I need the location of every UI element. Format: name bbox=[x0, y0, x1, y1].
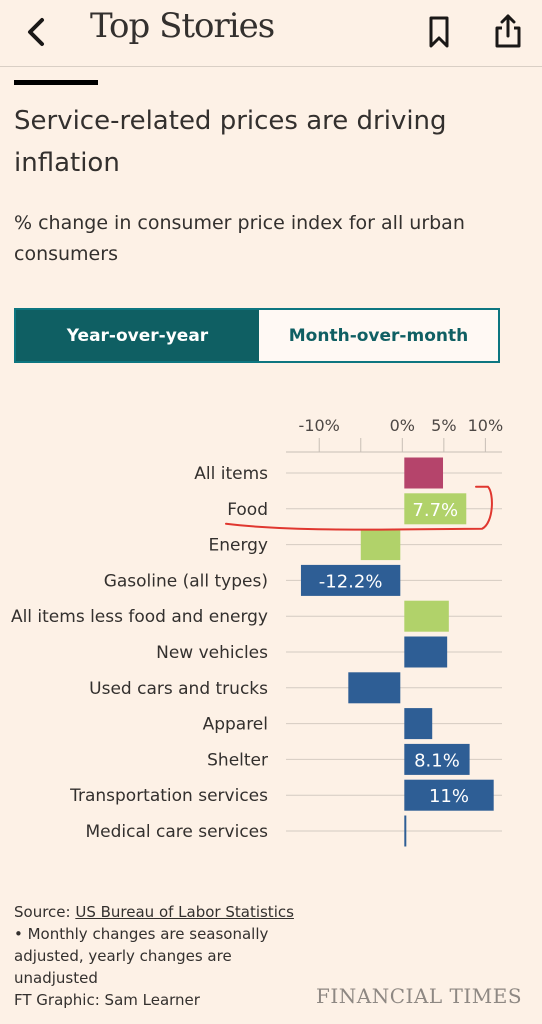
footer: Source: US Bureau of Labor Statistics • … bbox=[14, 901, 314, 1011]
bookmark-icon bbox=[429, 16, 449, 48]
category-label: All items bbox=[194, 464, 268, 484]
bar bbox=[404, 708, 433, 740]
x-tick-label: 10% bbox=[468, 416, 504, 435]
x-tick-label: -10% bbox=[299, 416, 340, 435]
app-title: Top Stories bbox=[90, 6, 275, 46]
bar bbox=[404, 743, 470, 775]
category-label: Food bbox=[227, 500, 268, 520]
category-label: New vehicles bbox=[156, 643, 268, 663]
bar bbox=[404, 815, 407, 847]
data-label: 7.7% bbox=[412, 500, 458, 521]
red-annotation bbox=[225, 485, 493, 531]
period-toggle: Year-over-year Month-over-month bbox=[14, 308, 500, 363]
source-line: Source: US Bureau of Labor Statistics bbox=[14, 901, 314, 923]
data-label: 8.1% bbox=[414, 750, 460, 771]
bar bbox=[404, 779, 494, 811]
bar bbox=[404, 600, 449, 632]
graphic-credit: FT Graphic: Sam Learner bbox=[14, 991, 200, 1009]
toggle-month-over-month[interactable]: Month-over-month bbox=[259, 310, 498, 361]
category-label: Energy bbox=[208, 536, 268, 556]
chevron-left-icon bbox=[28, 18, 44, 46]
category-label: Apparel bbox=[203, 715, 268, 735]
data-label: -12.2% bbox=[319, 571, 383, 592]
share-button[interactable] bbox=[492, 12, 524, 50]
category-label: Transportation services bbox=[69, 786, 268, 806]
category-label: Medical care services bbox=[85, 822, 268, 842]
category-label: Used cars and trucks bbox=[89, 679, 268, 699]
chart-headline: Service-related prices are driving infla… bbox=[14, 106, 447, 178]
data-label: 11% bbox=[429, 786, 469, 807]
category-label: All items less food and energy bbox=[11, 607, 268, 627]
category-label: Gasoline (all types) bbox=[104, 571, 268, 591]
x-tick-label: 0% bbox=[390, 416, 415, 435]
source-link[interactable]: US Bureau of Labor Statistics bbox=[75, 903, 294, 921]
bar bbox=[404, 636, 448, 668]
footer-note: • Monthly changes are seasonally adjuste… bbox=[14, 925, 269, 987]
bar bbox=[300, 564, 401, 596]
top-bar: Top Stories bbox=[0, 0, 542, 67]
bar bbox=[360, 529, 401, 561]
chart-subtitle: % change in consumer price index for all… bbox=[14, 212, 465, 265]
bar bbox=[404, 457, 444, 489]
bar-chart: -10% 0% 5% 10% All items Food 7.7% Energy Gasoli… bbox=[11, 416, 504, 847]
accent-rule bbox=[14, 80, 98, 85]
x-tick-label: 5% bbox=[431, 416, 456, 435]
share-icon bbox=[495, 14, 521, 48]
bookmark-button[interactable] bbox=[424, 14, 454, 50]
bar bbox=[348, 672, 401, 704]
category-label: Shelter bbox=[207, 750, 268, 770]
bar bbox=[404, 493, 467, 525]
source-prefix: Source: bbox=[14, 903, 76, 921]
back-button[interactable] bbox=[22, 14, 52, 50]
toggle-year-over-year[interactable]: Year-over-year bbox=[16, 310, 259, 361]
ft-logo: FINANCIAL TIMES bbox=[316, 984, 523, 1008]
